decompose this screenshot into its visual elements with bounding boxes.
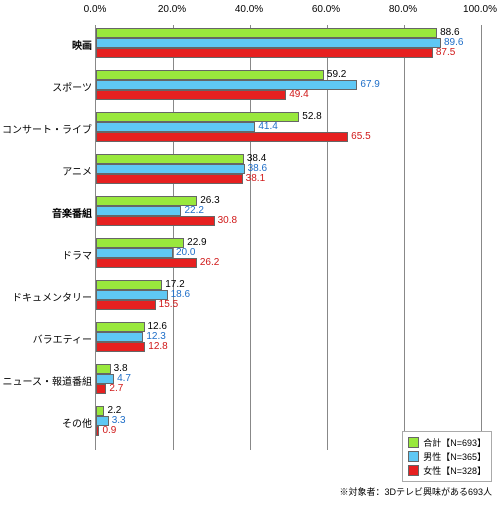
bar <box>96 70 324 80</box>
bar <box>96 280 162 290</box>
value-label: 38.1 <box>246 173 265 184</box>
category-label: その他 <box>62 415 92 430</box>
bar <box>96 90 286 100</box>
bar <box>96 426 99 436</box>
legend: 合計【N=693】男性【N=365】女性【N=328】 <box>402 431 492 482</box>
value-label: 30.8 <box>218 215 237 226</box>
legend-item: 合計【N=693】 <box>408 436 486 449</box>
bar <box>96 164 245 174</box>
bar <box>96 80 357 90</box>
category-label: バラエティー <box>33 331 92 346</box>
value-label: 65.5 <box>351 131 370 142</box>
legend-label: 合計【N=693】 <box>423 436 486 449</box>
value-label: 26.2 <box>200 257 219 268</box>
bar <box>96 154 244 164</box>
category-label: 映画 <box>72 37 92 52</box>
value-label: 41.4 <box>258 121 277 132</box>
value-label: 52.8 <box>302 111 321 122</box>
bar <box>96 322 145 332</box>
bar <box>96 174 243 184</box>
legend-swatch <box>408 451 419 462</box>
value-label: 22.2 <box>184 205 203 216</box>
category-label: スポーツ <box>52 79 92 94</box>
bar <box>96 122 255 132</box>
bar <box>96 132 348 142</box>
value-label: 20.0 <box>176 247 195 258</box>
bar <box>96 364 111 374</box>
gridline <box>404 25 405 450</box>
bar <box>96 38 441 48</box>
legend-item: 女性【N=328】 <box>408 464 486 477</box>
bar <box>96 248 173 258</box>
bar <box>96 28 437 38</box>
bar <box>96 48 433 58</box>
value-label: 67.9 <box>360 79 379 90</box>
category-label: ドキュメンタリー <box>12 289 92 304</box>
bar <box>96 258 197 268</box>
category-label: ニュース・報道番組 <box>3 373 93 388</box>
value-label: 49.4 <box>289 89 308 100</box>
category-label: ドラマ <box>62 247 92 262</box>
legend-item: 男性【N=365】 <box>408 450 486 463</box>
bar <box>96 216 215 226</box>
legend-label: 女性【N=328】 <box>423 464 486 477</box>
gridline <box>481 25 482 450</box>
value-label: 15.5 <box>159 299 178 310</box>
bar <box>96 384 106 394</box>
chart-container: 88.689.687.559.267.949.452.841.465.538.4… <box>0 0 500 512</box>
category-label: アニメ <box>62 163 92 178</box>
value-label: 12.8 <box>148 341 167 352</box>
footnote: ※対象者：3Dテレビ興味がある693人 <box>339 485 492 498</box>
bar <box>96 300 156 310</box>
bar <box>96 406 104 416</box>
x-axis-tick-label: 80.0% <box>389 4 417 15</box>
x-axis-tick-label: 60.0% <box>312 4 340 15</box>
bar <box>96 196 197 206</box>
category-label: 音楽番組 <box>52 205 92 220</box>
value-label: 2.7 <box>109 383 123 394</box>
legend-swatch <box>408 437 419 448</box>
bar <box>96 332 143 342</box>
bar <box>96 342 145 352</box>
x-axis-tick-label: 40.0% <box>235 4 263 15</box>
bar <box>96 238 184 248</box>
value-label: 0.9 <box>102 425 116 436</box>
x-axis-tick-label: 100.0% <box>463 4 497 15</box>
legend-label: 男性【N=365】 <box>423 450 486 463</box>
x-axis-tick-label: 20.0% <box>158 4 186 15</box>
value-label: 59.2 <box>327 69 346 80</box>
x-axis-tick-label: 0.0% <box>84 4 107 15</box>
plot-area: 88.689.687.559.267.949.452.841.465.538.4… <box>95 25 481 450</box>
legend-swatch <box>408 465 419 476</box>
bar <box>96 206 181 216</box>
bar <box>96 290 168 300</box>
value-label: 87.5 <box>436 47 455 58</box>
category-label: コンサート・ライブ <box>2 121 92 136</box>
